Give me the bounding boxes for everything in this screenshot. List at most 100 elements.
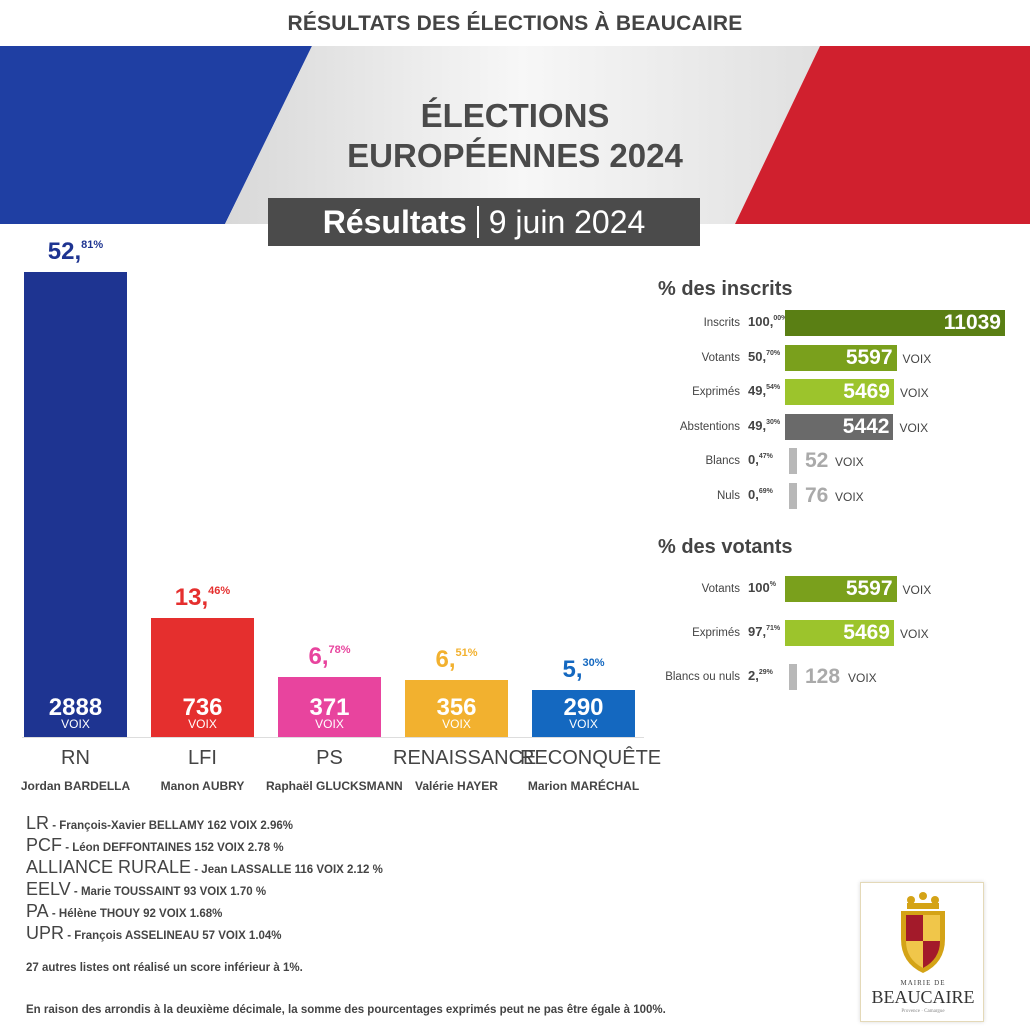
stat-percentage: 0,69% xyxy=(748,486,773,502)
stat-bar: 5469 xyxy=(785,620,894,646)
results-date: 9 juin 2024 xyxy=(488,204,646,240)
stat-percentage: 97,71% xyxy=(748,624,781,639)
stat-percentage: 100,00% xyxy=(748,314,788,329)
stat-row: Votants 100% 5597 VOIX xyxy=(630,576,1010,602)
chart-baseline xyxy=(22,737,644,738)
stat-bar: 5597 xyxy=(785,344,897,371)
stat-row: Inscrits 100,00% 11039 xyxy=(630,310,1010,336)
stat-bar xyxy=(789,482,797,509)
page-title: RÉSULTATS DES ÉLECTIONS À BEAUCAIRE xyxy=(287,12,743,35)
bar-vote-count: 356 VOIX xyxy=(436,694,477,731)
stat-label: Inscrits xyxy=(703,317,740,329)
bar-rn xyxy=(24,272,127,737)
other-list-item: EELV - Marie TOUSSAINT 93 VOIX 1.70 % xyxy=(26,879,267,899)
stat-label: Exprimés xyxy=(692,627,740,639)
stat-label: Exprimés xyxy=(692,386,740,398)
bar-percentage: 6,51% xyxy=(435,645,478,673)
election-title-line1: ÉLECTIONS xyxy=(420,97,610,134)
logo-subtitle: MAIRIE DE xyxy=(900,979,946,987)
party-label: LFI xyxy=(188,747,217,769)
stat-value: 76 xyxy=(805,483,829,507)
party-label: RECONQUÊTE xyxy=(520,747,662,769)
candidate-label: Jordan BARDELLA xyxy=(20,779,131,793)
stat-row: Exprimés 97,71% 5469 VOIX xyxy=(630,620,1010,646)
results-separator xyxy=(476,206,479,238)
stat-row: Blancs 0,47% 52 VOIX xyxy=(630,448,1010,474)
stat-label: Votants xyxy=(701,583,740,595)
stat-voix-label: VOIX xyxy=(899,420,929,435)
flag-blue-stripe xyxy=(0,46,312,224)
stat-percentage: 0,47% xyxy=(748,452,773,467)
results-banner: Résultats 9 juin 2024 xyxy=(268,198,700,246)
stat-bar: 5597 xyxy=(785,576,897,602)
stat-voix-label: VOIX xyxy=(835,489,864,504)
election-title-line2: EUROPÉENNES 2024 xyxy=(347,137,683,174)
bar-percentage: 52,81% xyxy=(47,238,104,265)
bar-lfi xyxy=(151,618,254,737)
stat-percentage: 100% xyxy=(748,580,776,595)
stat-bar xyxy=(789,664,797,690)
stat-value: 128 xyxy=(805,665,841,688)
other-list-detail: François-Xavier BELLAMY 162 VOIX 2.96% xyxy=(59,820,293,832)
party-label: RENAISSANCE xyxy=(393,747,537,769)
other-list-item: ALLIANCE RURALE - Jean LASSALLE 116 VOIX… xyxy=(26,857,383,877)
stat-label: Nuls xyxy=(716,489,740,502)
flag-red-stripe xyxy=(735,46,1030,224)
other-list-detail: Jean LASSALLE 116 VOIX 2.12 % xyxy=(201,864,383,876)
bar-percentage: 5,30% xyxy=(562,656,605,684)
other-list-detail: Hélène THOUY 92 VOIX 1.68% xyxy=(58,908,223,920)
other-list-abbr: UPR xyxy=(26,923,65,943)
bar-ps xyxy=(278,677,381,737)
stat-label: Votants xyxy=(701,351,740,364)
other-list-item: UPR - François ASSELINEAU 57 VOIX 1.04% xyxy=(26,923,282,943)
note-other-lists: 27 autres listes ont réalisé un score in… xyxy=(26,962,303,974)
other-list-abbr: LR xyxy=(26,813,50,833)
stat-row: Blancs ou nuls 2,29% 128 VOIX xyxy=(630,664,1010,690)
stat-percentage: 50,70% xyxy=(748,348,781,364)
bar-reconquête xyxy=(532,690,635,737)
stat-percentage: 49,54% xyxy=(748,383,781,398)
stat-voix-label: VOIX xyxy=(899,627,929,641)
stat-row: Exprimés 49,54% 5469 VOIX xyxy=(630,379,1010,405)
other-list-abbr: PCF xyxy=(26,835,62,855)
inscrits-section-title: % des inscrits xyxy=(658,278,793,300)
stat-label: Blancs ou nuls xyxy=(665,671,740,683)
bar-percentage: 6,78% xyxy=(308,643,351,671)
candidate-label: Raphaël GLUCKSMANN xyxy=(266,779,403,793)
other-list-item: PA - Hélène THOUY 92 VOIX 1.68% xyxy=(26,901,223,921)
stat-percentage: 49,30% xyxy=(748,417,781,433)
logo-tagline: Provence · Camargue xyxy=(901,1009,945,1014)
stat-voix-label: VOIX xyxy=(848,671,877,685)
stat-bar: 5442 xyxy=(785,413,894,440)
stat-label: Blancs xyxy=(705,455,740,467)
note-rounding: En raison des arrondis à la deuxième déc… xyxy=(26,1004,666,1016)
candidate-label: Manon AUBRY xyxy=(160,779,245,793)
other-list-detail: François ASSELINEAU 57 VOIX 1.04% xyxy=(74,930,282,942)
other-list-abbr: EELV xyxy=(26,879,71,899)
stat-voix-label: VOIX xyxy=(899,386,929,400)
logo-name: BEAUCAIRE xyxy=(871,987,975,1007)
bar-vote-count: 290 VOIX xyxy=(563,694,604,731)
flag-white-stripe xyxy=(225,46,820,224)
coat-of-arms-icon xyxy=(901,892,945,973)
bar-vote-count: 2888 VOIX xyxy=(48,694,103,731)
bar-percentage: 13,46% xyxy=(174,584,231,612)
stat-voix-label: VOIX xyxy=(902,583,932,597)
candidate-label: Marion MARÉCHAL xyxy=(527,779,640,793)
stat-row: Votants 50,70% 5597 VOIX xyxy=(630,344,1010,371)
flag-banner xyxy=(0,46,1030,224)
stat-voix-label: VOIX xyxy=(835,455,864,469)
other-list-item: LR - François-Xavier BELLAMY 162 VOIX 2.… xyxy=(26,813,293,833)
stat-row: Nuls 0,69% 76 VOIX xyxy=(630,482,1010,509)
election-title: ÉLECTIONS EUROPÉENNES 2024 xyxy=(250,96,780,176)
stat-bar: 11039 xyxy=(785,310,1005,336)
other-list-abbr: ALLIANCE RURALE xyxy=(26,857,192,877)
other-list-detail: Léon DEFFONTAINES 152 VOIX 2.78 % xyxy=(72,842,284,854)
bar-vote-count: 371 VOIX xyxy=(309,694,350,731)
other-list-abbr: PA xyxy=(26,901,49,921)
stat-bar xyxy=(789,448,797,474)
beaucaire-logo: MAIRIE DE BEAUCAIRE Provence · Camargue xyxy=(860,882,984,1022)
stat-value: 52 xyxy=(805,449,829,472)
bar-renaissance xyxy=(405,679,508,737)
party-label: RN xyxy=(61,747,90,769)
